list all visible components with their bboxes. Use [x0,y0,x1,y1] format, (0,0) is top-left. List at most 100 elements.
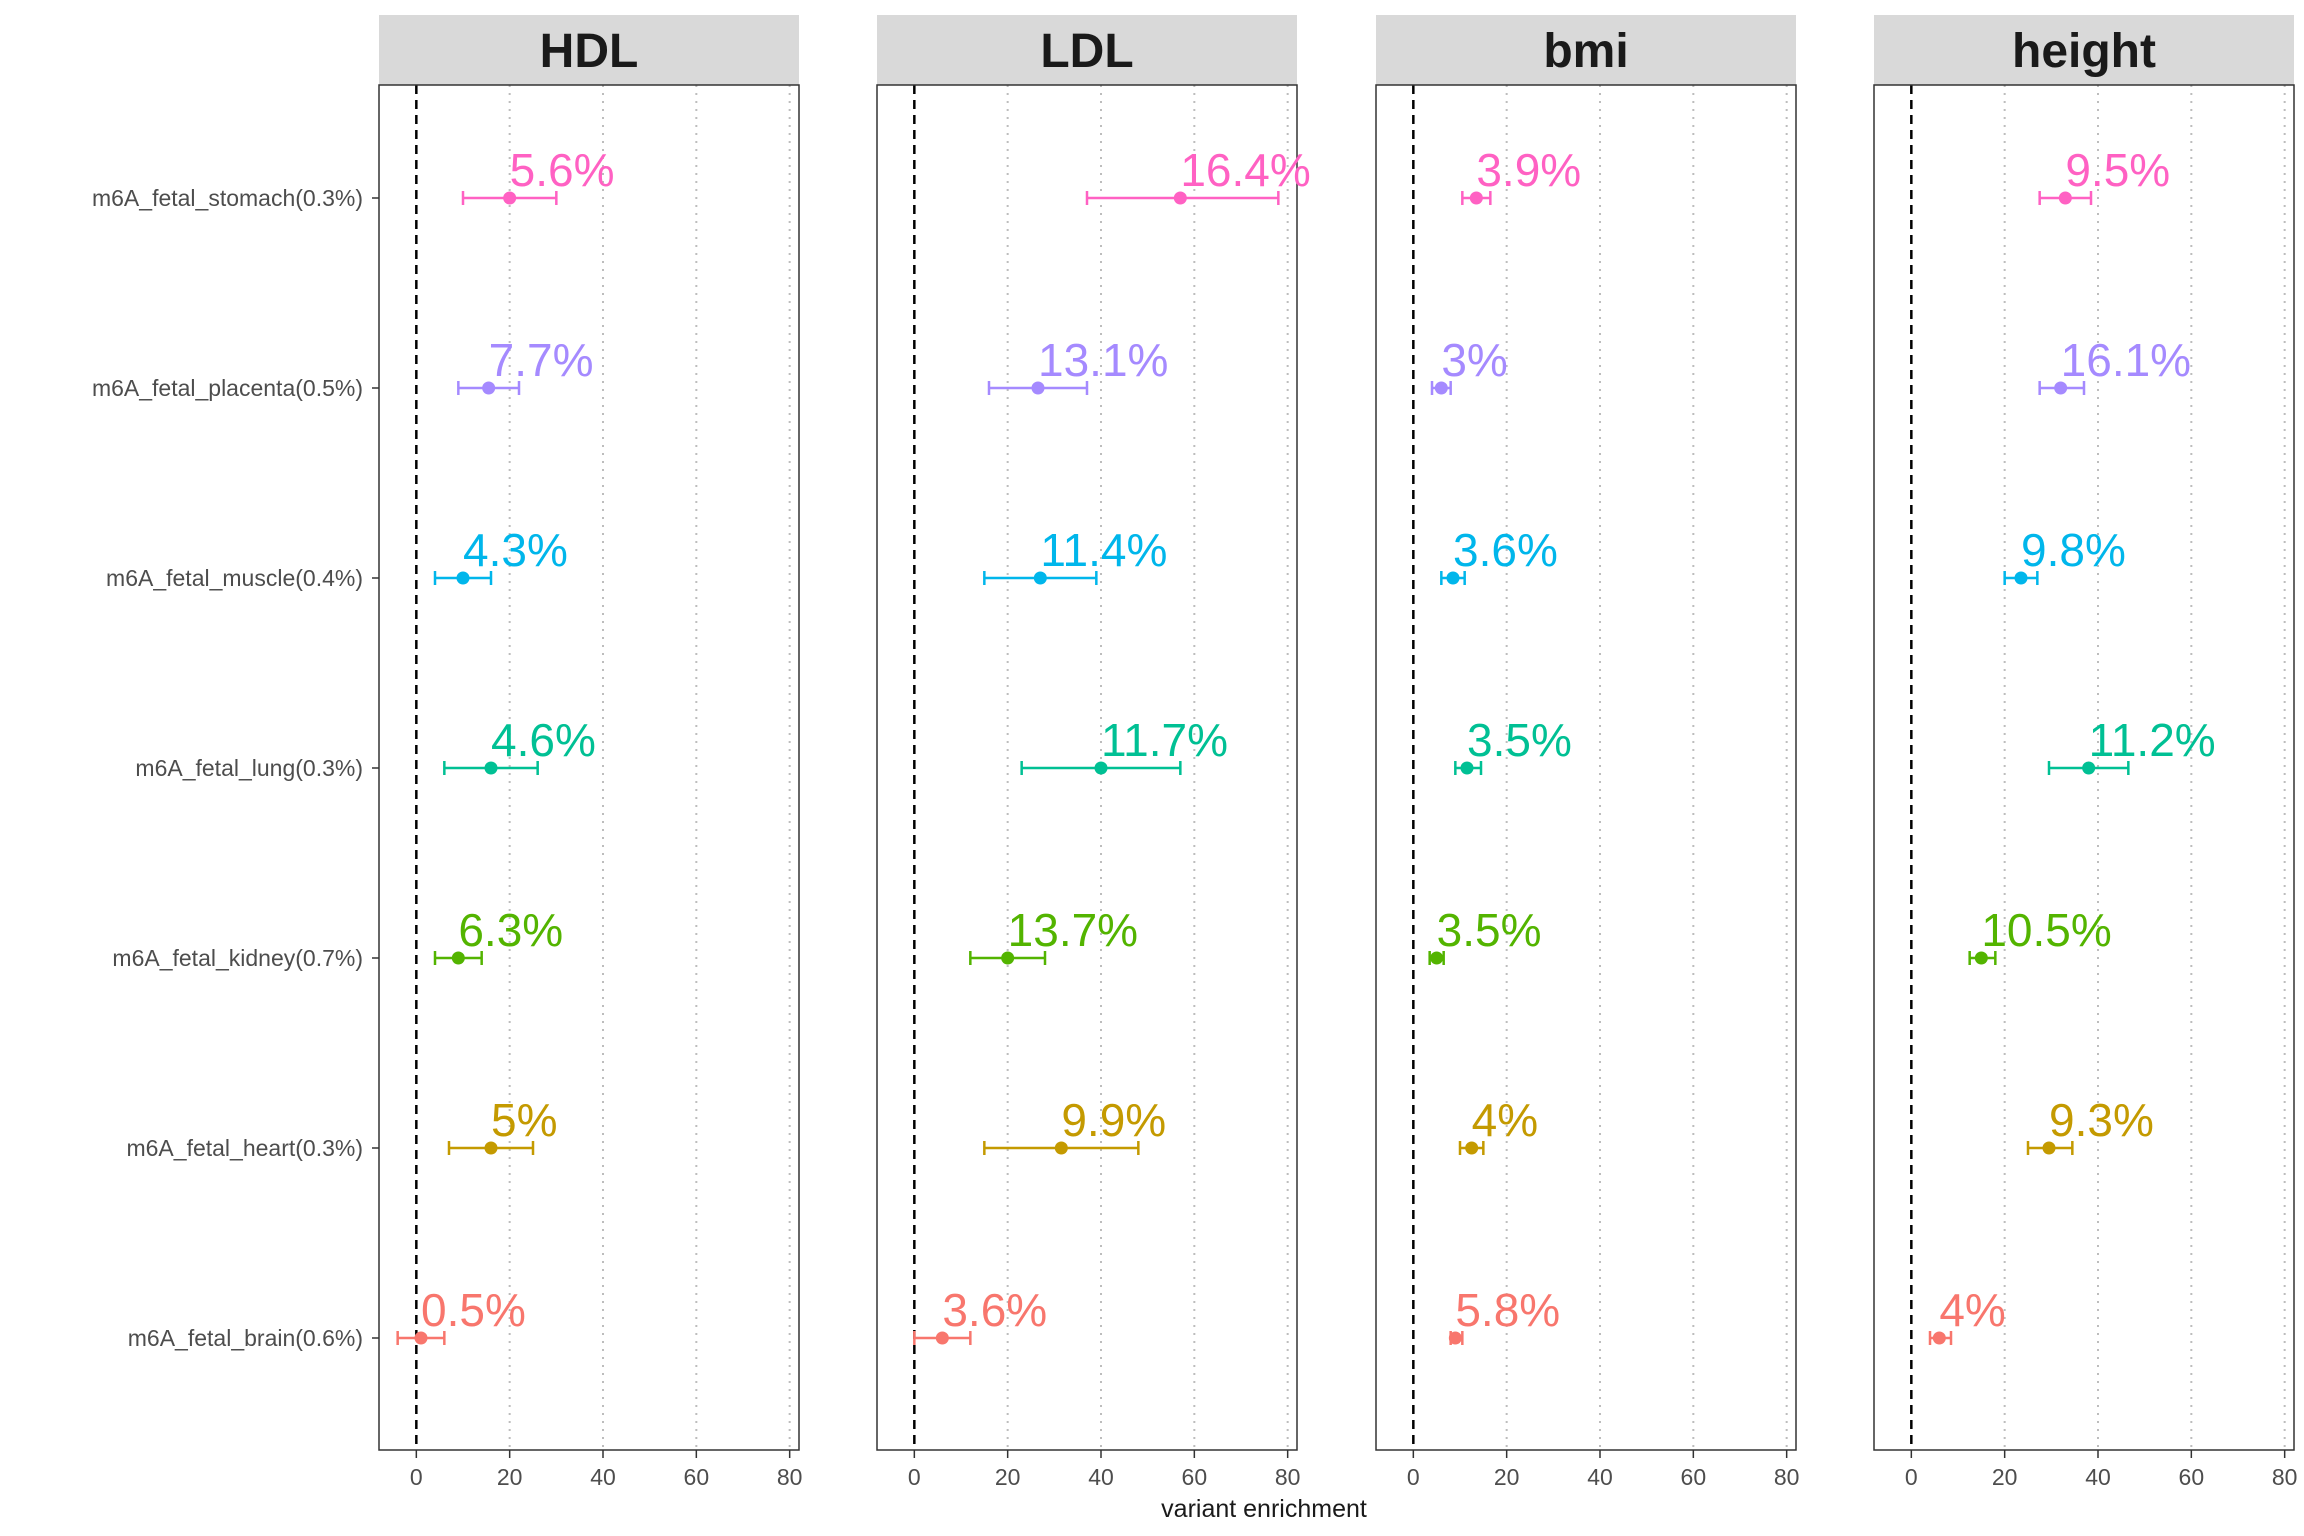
data-label: 4.3% [463,524,568,576]
point-estimate [935,1331,949,1345]
data-label: 11.2% [2089,714,2216,766]
data-label: 4.6% [491,714,596,766]
data-point-group: 6.3% [433,904,563,965]
data-point-group: 11.7% [1020,714,1228,775]
point-estimate [1430,951,1444,965]
data-label: 10.5% [1981,904,2111,956]
x-tick-label: 20 [497,1464,523,1490]
y-tick-label: m6A_fetal_brain(0.6%) [128,1325,363,1351]
data-label: 3.6% [1453,524,1558,576]
data-label: 3.5% [1437,904,1542,956]
x-tick-label: 80 [2272,1464,2298,1490]
facet-strip [379,15,799,85]
point-estimate [482,381,496,395]
point-estimate [1033,571,1047,585]
panel-border [1873,84,2295,1451]
y-axis-labels: m6A_fetal_stomach(0.3%) m6A_fetal_placent… [92,185,379,1351]
x-tick-label: 80 [777,1464,803,1490]
data-label: 7.7% [489,334,594,386]
data-point-group: 4.6% [443,714,596,775]
point-estimate [1054,1141,1068,1155]
point-estimate [1031,381,1045,395]
data-label: 16.4% [1180,144,1310,196]
x-tick-label: 40 [2085,1464,2111,1490]
data-point-group: 3.5% [1454,714,1572,775]
point-estimate [2014,571,2028,585]
y-tick-label: m6A_fetal_placenta(0.5%) [92,375,363,401]
point-estimate [1974,951,1988,965]
y-tick-label: m6A_fetal_kidney(0.7%) [112,945,363,971]
facet-strip-title: HDL [540,25,639,78]
facet-strip [1874,15,2294,85]
point-estimate [484,1141,498,1155]
x-tick-label: 20 [995,1464,1021,1490]
data-point-group: 13.1% [987,334,1168,395]
data-label: 4% [1939,1284,2005,1336]
point-estimate [1465,1141,1479,1155]
point-estimate [1469,191,1483,205]
point-estimate [503,191,517,205]
data-label: 9.5% [2065,144,2170,196]
point-estimate [1446,571,1460,585]
x-tick-label: 40 [1587,1464,1613,1490]
x-tick-label: 0 [1407,1464,1420,1490]
point-estimate [2042,1141,2056,1155]
data-label: 0.5% [421,1284,526,1336]
data-label: 5% [491,1094,557,1146]
point-estimate [1094,761,1108,775]
data-point-group: 4% [1458,1094,1538,1155]
data-label: 5.6% [510,144,615,196]
y-tick-label: m6A_fetal_muscle(0.4%) [106,565,363,591]
data-label: 11.4% [1040,524,1167,576]
facet-panel-hdl: HDL 0 20 40 60 80 5.6% 7.7% 4.3% 4.6% 6.3% 5% 0.5% [378,15,803,1490]
x-tick-label: 40 [1088,1464,1114,1490]
data-point-group: 7.7% [457,334,594,395]
data-label: 9.3% [2049,1094,2154,1146]
data-point-group: 3.9% [1461,144,1581,205]
x-tick-label: 0 [908,1464,921,1490]
point-estimate [2054,381,2068,395]
data-point-group: 3.6% [1440,524,1558,585]
data-label: 11.7% [1101,714,1228,766]
data-point-group: 16.1% [2038,334,2191,395]
data-point-group: 10.5% [1968,904,2112,965]
panel-border [1375,84,1797,1451]
point-estimate [456,571,470,585]
x-tick-label: 80 [1774,1464,1800,1490]
data-point-group: 16.4% [1085,144,1311,205]
facet-panel-height: height 0 20 40 60 80 9.5% 16.1% 9.8% 11.2% 10.5% 9.… [1873,15,2298,1490]
data-label: 4% [1472,1094,1538,1146]
data-point-group: 9.9% [983,1094,1166,1155]
data-point-group: 9.3% [2026,1094,2154,1155]
x-tick-label: 60 [1182,1464,1208,1490]
x-tick-label: 60 [2179,1464,2205,1490]
facet-panel-ldl: LDL 0 20 40 60 80 16.4% 13.1% 11.4% 11.7% 13.7% 9.9… [876,15,1311,1490]
data-label: 3.9% [1476,144,1581,196]
data-point-group: 9.8% [2003,524,2126,585]
point-estimate [1460,761,1474,775]
panel-border [876,84,1298,1451]
data-label: 3.6% [942,1284,1047,1336]
facet-strip-title: bmi [1543,25,1628,78]
point-estimate [2082,761,2096,775]
x-tick-label: 80 [1275,1464,1301,1490]
data-point-group: 0.5% [396,1284,526,1345]
data-point-group: 5.8% [1448,1284,1560,1345]
point-estimate [1001,951,1015,965]
y-tick-label: m6A_fetal_heart(0.3%) [126,1135,363,1161]
point-estimate [1448,1331,1462,1345]
x-axis-title: variant enrichment [1161,1495,1367,1523]
data-point-group: 9.5% [2038,144,2170,205]
x-tick-label: 20 [1992,1464,2018,1490]
x-tick-label: 20 [1494,1464,1520,1490]
point-estimate [1434,381,1448,395]
data-label: 6.3% [458,904,563,956]
facet-panel-bmi: bmi 0 20 40 60 80 3.9% 3% 3.6% 3.5% 3.5% 4% 5.8% [1375,15,1800,1490]
facet-strip-title: height [2012,25,2156,78]
x-tick-label: 40 [590,1464,616,1490]
point-estimate [1932,1331,1946,1345]
facet-strip [877,15,1297,85]
x-tick-label: 0 [1905,1464,1918,1490]
data-point-group: 5% [447,1094,557,1155]
